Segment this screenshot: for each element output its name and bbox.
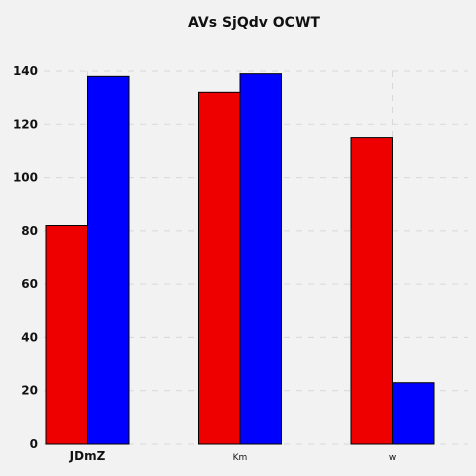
- x-axis-ticks: JDmZ Km w: [69, 449, 397, 463]
- y-axis-ticks: 0 20 40 60 80 100 120 140: [13, 64, 38, 451]
- bar-series-1-w: [350, 137, 393, 445]
- y-tick-label: 40: [21, 330, 38, 344]
- bar-series-1-JDmZ: [45, 225, 88, 445]
- bar-series-2-Km: [239, 73, 282, 445]
- y-tick-label: 0: [30, 437, 38, 451]
- bar-series-2-w: [392, 382, 435, 445]
- y-tick-label: 60: [21, 277, 38, 291]
- bar-series-1-Km: [198, 91, 241, 445]
- y-tick-label: 100: [13, 171, 38, 185]
- bar-series-2-JDmZ: [87, 75, 130, 445]
- y-tick-label: 120: [13, 117, 38, 131]
- bars: [45, 73, 435, 445]
- x-tick-label: JDmZ: [69, 449, 106, 463]
- chart-title: AVs SjQdv OCWT: [188, 15, 320, 31]
- y-tick-label: 80: [21, 224, 38, 238]
- y-tick-label: 140: [13, 64, 38, 78]
- y-tick-label: 20: [21, 384, 38, 398]
- x-tick-label: Km: [233, 453, 248, 463]
- x-tick-label: w: [389, 453, 396, 463]
